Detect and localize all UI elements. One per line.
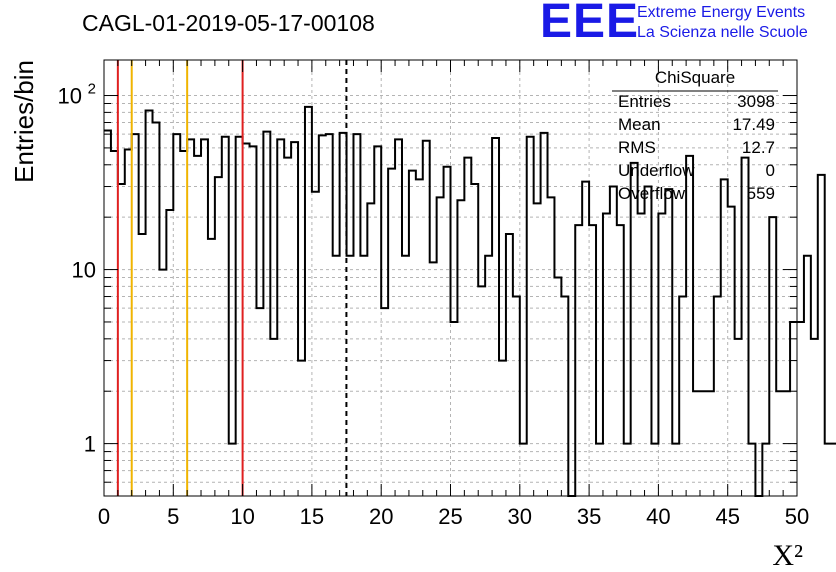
stat-row-underflow: Underflow 0: [618, 161, 775, 184]
histogram-title: CAGL-01-2019-05-17-00108: [82, 10, 375, 36]
stats-box: ChiSquare Entries 3098 Mean 17.49 RMS 12…: [612, 68, 778, 208]
stat-row-rms: RMS 12.7: [618, 138, 775, 161]
histogram-series: [104, 105, 836, 497]
stat-label: Entries: [618, 92, 671, 111]
x-tick-label: 35: [577, 504, 601, 529]
stat-value: 17.49: [732, 115, 775, 134]
y-tick-label: 10: [72, 258, 96, 283]
x-axis-title: X²: [772, 539, 803, 572]
x-tick-label: 15: [300, 504, 324, 529]
stats-title: ChiSquare: [654, 68, 736, 87]
stat-value: 0: [765, 161, 775, 180]
logo-caption-line2: La Scienza nelle Scuole: [637, 24, 808, 41]
stat-value: 559: [746, 184, 775, 203]
x-tick-label: 40: [646, 504, 670, 529]
stat-label: RMS: [618, 138, 656, 157]
x-tick-label: 25: [438, 504, 462, 529]
x-tick-label: 5: [167, 504, 179, 529]
y-tick-label: 1: [84, 432, 96, 457]
x-tick-label: 0: [98, 504, 110, 529]
x-tick-label: 30: [508, 504, 532, 529]
stat-label: Mean: [618, 115, 661, 134]
stat-label: Underflow: [618, 161, 695, 180]
stat-label: Overflow: [618, 184, 686, 203]
stat-value: 3098: [737, 92, 775, 111]
y-axis-title: Entries/bin: [9, 60, 39, 183]
x-tick-label: 50: [785, 504, 809, 529]
stat-row-entries: Entries 3098: [618, 92, 775, 115]
stat-row-overflow: Overflow 559: [618, 184, 775, 207]
eee-logo: EEE: [540, 0, 640, 48]
stat-row-mean: Mean 17.49: [618, 115, 775, 138]
y-tick-label: 10: [58, 84, 82, 109]
y-tick-exponent: 2: [88, 81, 96, 98]
x-tick-label: 20: [369, 504, 393, 529]
x-tick-label: 10: [230, 504, 254, 529]
stat-value: 12.7: [741, 138, 775, 157]
logo-caption-line1: Extreme Energy Events: [637, 4, 806, 21]
x-tick-label: 45: [715, 504, 739, 529]
